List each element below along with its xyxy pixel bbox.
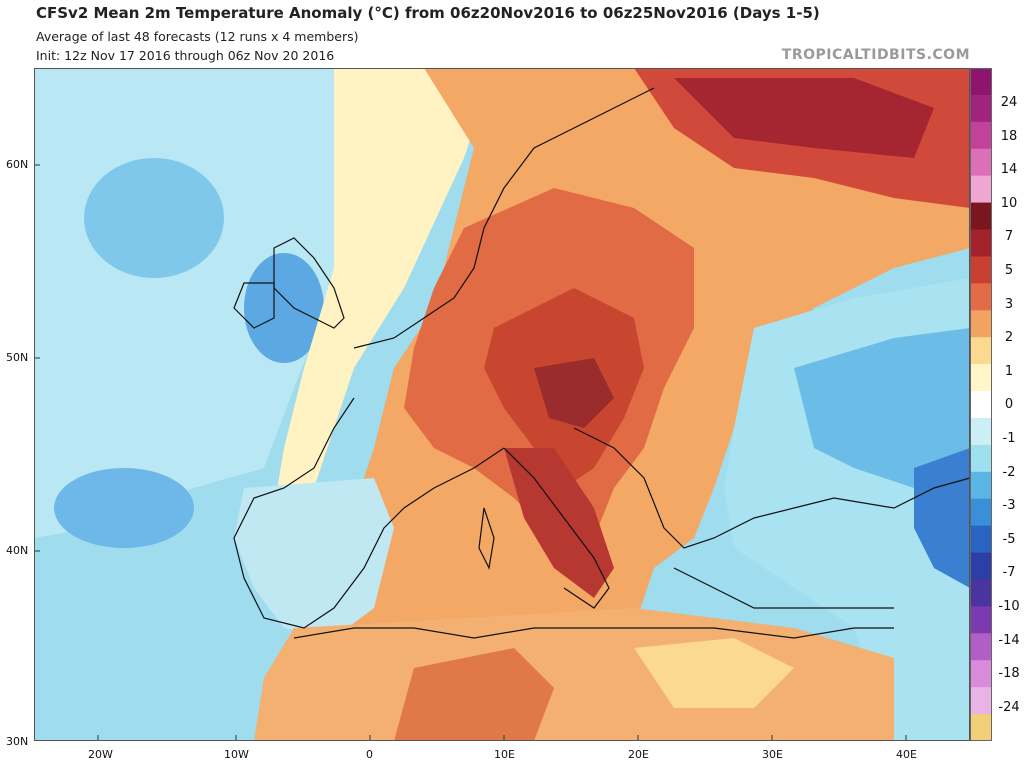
lon-label-40e: 40E [896, 748, 917, 761]
lat-label-40n: 40N [6, 544, 29, 557]
colorbar-tick-label: 14 [1000, 162, 1018, 178]
cold-patch-uk [244, 253, 324, 363]
init-info: Init: 12z Nov 17 2016 through 06z Nov 20… [36, 48, 335, 63]
colorbar-tick-label: -18 [998, 666, 1020, 682]
colorbar-swatch [970, 471, 992, 500]
colorbar-tick-label: 5 [1004, 263, 1014, 278]
colorbar-tick-label: 2 [1004, 330, 1014, 346]
coldest-east [914, 448, 970, 588]
colorbar-swatch [970, 444, 992, 473]
colorbar-swatch [970, 660, 992, 688]
colorbar-tick-label: 18 [1000, 128, 1018, 144]
colorbar-tick-label: 0 [1004, 397, 1014, 413]
colorbar-swatch [970, 94, 992, 123]
iberia-cool [234, 478, 394, 638]
colorbar-swatch [970, 391, 992, 419]
colorbar-tick-label: -24 [998, 699, 1020, 715]
cold-patch [54, 468, 194, 548]
colorbar-swatch [970, 229, 992, 257]
colorbar-tick-label: 3 [1004, 296, 1014, 312]
colorbar-swatch [970, 525, 992, 554]
colorbar-border [970, 68, 992, 741]
colorbar [970, 68, 992, 741]
chart-subtitle: Average of last 48 forecasts (12 runs x … [36, 29, 359, 44]
lon-label-0: 0 [366, 748, 373, 761]
colorbar-swatch [970, 283, 992, 311]
colorbar-tick-label: -14 [998, 632, 1020, 648]
colorbar-swatch [970, 68, 992, 96]
colorbar-tick-label: -5 [1002, 531, 1016, 547]
lat-label-30n: 30N [6, 735, 29, 748]
colorbar-tick-label: -1 [1002, 431, 1016, 446]
italy-warm [504, 448, 614, 598]
colorbar-tick-label: -10 [998, 599, 1020, 614]
colorbar-tick-label: -3 [1002, 498, 1016, 514]
cold-east [794, 328, 970, 508]
lon-label-10e: 10E [494, 748, 515, 761]
colorbar-tick-label: 7 [1004, 229, 1014, 245]
colorbar-swatch [970, 552, 992, 580]
colorbar-tick-label: 1 [1004, 363, 1014, 379]
mediterranean-neutral [634, 638, 794, 708]
colorbar-swatch [970, 175, 992, 204]
colorbar-swatch [970, 310, 992, 338]
colorbar-swatch [970, 364, 992, 392]
coastlines [233, 87, 970, 639]
colorbar-tick-label: 24 [1000, 95, 1018, 110]
neutral-band [274, 68, 494, 508]
africa-warm-core [394, 648, 554, 741]
colorbar-tick-label: 10 [1000, 195, 1018, 211]
lon-label-10w: 10W [224, 748, 249, 761]
lon-label-20e: 20E [628, 748, 649, 761]
colorbar-swatch [970, 498, 992, 527]
colorbar-tick-label: -7 [1002, 565, 1016, 581]
lon-label-20w: 20W [88, 748, 113, 761]
colorbar-swatch [970, 417, 992, 446]
hottest-core [534, 358, 614, 428]
colorbar-swatch [970, 687, 992, 715]
map-frame [34, 68, 970, 741]
colorbar-swatch [970, 121, 992, 150]
hottest-northeast [674, 78, 934, 158]
colorbar-swatch [970, 633, 992, 661]
lon-label-30e: 30E [762, 748, 783, 761]
colorbar-swatch [970, 714, 992, 741]
colorbar-swatch [970, 148, 992, 177]
chart-title: CFSv2 Mean 2m Temperature Anomaly (°C) f… [36, 4, 820, 22]
colorbar-swatch [970, 579, 992, 607]
brand-watermark: TROPICALTIDBITS.COM [781, 47, 970, 63]
lat-label-50n: 50N [6, 351, 29, 364]
lat-label-60n: 60N [6, 158, 29, 171]
colorbar-tick-label: -2 [1002, 464, 1016, 480]
colorbar-swatch [970, 606, 992, 634]
cold-patch [84, 158, 224, 278]
colorbar-swatch [970, 256, 992, 284]
colorbar-swatch [970, 202, 992, 231]
colorbar-swatch [970, 337, 992, 365]
anomaly-map [34, 68, 970, 741]
